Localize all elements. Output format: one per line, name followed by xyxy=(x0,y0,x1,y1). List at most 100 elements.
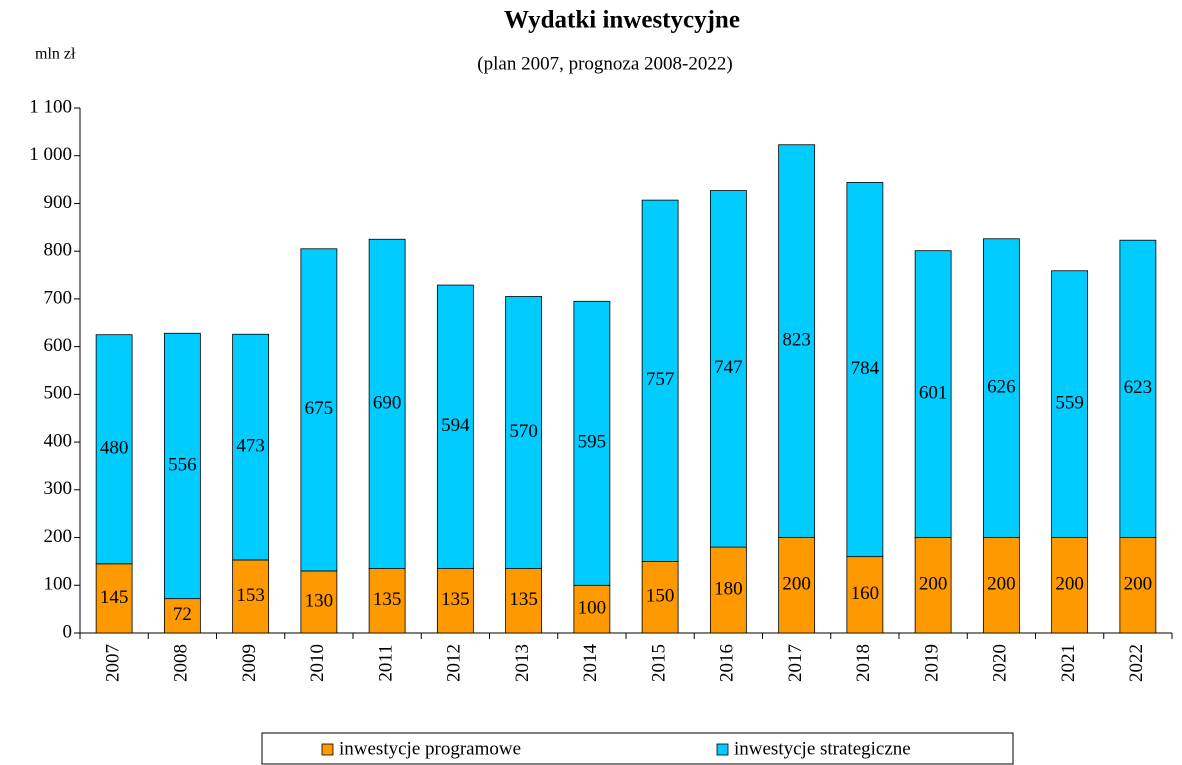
bar-segment xyxy=(505,296,543,569)
y-tick-label: 1 000 xyxy=(29,144,72,165)
bar-segment xyxy=(709,190,747,548)
bar-segment xyxy=(1051,270,1089,538)
legend-label: inwestycje programowe xyxy=(339,738,521,759)
bar-segment xyxy=(573,300,611,586)
data-label: 601 xyxy=(919,382,948,403)
bar-segment xyxy=(232,559,270,634)
bar-segment xyxy=(1051,537,1089,634)
y-tick-label: 500 xyxy=(44,383,73,404)
chart-subtitle: (plan 2007, prognoza 2008-2022) xyxy=(477,53,732,74)
x-tick-label: 2016 xyxy=(717,644,738,682)
data-label: 784 xyxy=(851,358,880,379)
bar-segment xyxy=(914,537,952,634)
legend-swatch xyxy=(716,743,729,756)
data-label: 623 xyxy=(1124,377,1153,398)
data-label: 200 xyxy=(987,574,1016,595)
data-label: 559 xyxy=(1055,393,1084,414)
y-axis-label: mln zł xyxy=(35,46,76,63)
data-label: 145 xyxy=(100,587,129,608)
bar-segment xyxy=(163,598,201,634)
bar-segment xyxy=(709,546,747,634)
bar-segment xyxy=(163,332,201,600)
x-tick-label: 2010 xyxy=(307,644,328,682)
x-tick-label: 2013 xyxy=(512,644,533,682)
y-tick-label: 1 100 xyxy=(29,96,72,117)
x-tick-label: 2021 xyxy=(1058,644,1079,682)
bar-segment xyxy=(1119,537,1157,634)
x-tick-label: 2018 xyxy=(853,644,874,682)
data-label: 480 xyxy=(100,438,129,459)
y-tick-label: 800 xyxy=(44,240,73,261)
x-tick-label: 2009 xyxy=(239,644,260,682)
bar-segment xyxy=(573,584,611,634)
x-tick-label: 2020 xyxy=(990,644,1011,682)
bar-segment xyxy=(846,556,884,634)
bar-segment xyxy=(232,333,270,561)
legend-label: inwestycje strategiczne xyxy=(734,738,911,759)
data-label: 135 xyxy=(509,589,538,610)
bar-segment xyxy=(300,570,338,634)
bar-segment xyxy=(982,238,1020,538)
x-tick-label: 2012 xyxy=(444,644,465,682)
data-label: 473 xyxy=(236,435,265,456)
chart-title: Wydatki inwestycyjne xyxy=(504,7,740,34)
data-label: 594 xyxy=(441,415,470,436)
x-tick-label: 2019 xyxy=(921,644,942,682)
bar-segment xyxy=(436,284,474,569)
bar-segment xyxy=(368,568,406,634)
y-tick-label: 400 xyxy=(44,430,73,451)
data-label: 757 xyxy=(646,369,675,390)
legend-box xyxy=(261,732,1014,765)
data-label: 160 xyxy=(851,583,880,604)
bar-segment xyxy=(1119,239,1157,538)
legend-swatch xyxy=(321,743,334,756)
bar-segment xyxy=(436,568,474,634)
data-label: 100 xyxy=(578,597,607,618)
bar-segment xyxy=(95,563,133,634)
bar-segment xyxy=(846,182,884,558)
x-tick-label: 2015 xyxy=(648,644,669,682)
data-label: 570 xyxy=(509,421,538,442)
bar-segment xyxy=(982,537,1020,634)
y-tick-label: 900 xyxy=(44,192,73,213)
y-tick-label: 700 xyxy=(44,287,73,308)
x-tick-label: 2017 xyxy=(785,644,806,682)
bar-segment xyxy=(641,199,679,562)
bar-segment xyxy=(914,250,952,538)
data-label: 556 xyxy=(168,454,197,475)
x-tick-label: 2011 xyxy=(375,644,396,681)
bar-segment xyxy=(95,334,133,565)
y-tick-label: 0 xyxy=(63,621,73,642)
y-tick-label: 300 xyxy=(44,478,73,499)
data-label: 675 xyxy=(305,398,334,419)
data-label: 200 xyxy=(919,574,948,595)
data-label: 135 xyxy=(441,589,470,610)
bar-segment xyxy=(641,561,679,634)
data-label: 153 xyxy=(236,585,265,606)
x-tick-label: 2008 xyxy=(171,644,192,682)
x-tick-label: 2007 xyxy=(102,644,123,682)
bar-segment xyxy=(368,238,406,569)
data-label: 747 xyxy=(714,357,743,378)
data-label: 626 xyxy=(987,377,1016,398)
data-label: 200 xyxy=(1124,574,1153,595)
bar-segment xyxy=(778,144,816,538)
data-label: 690 xyxy=(373,392,402,413)
data-label: 72 xyxy=(173,604,192,625)
x-tick-label: 2022 xyxy=(1126,644,1147,682)
y-tick-label: 600 xyxy=(44,335,73,356)
data-label: 150 xyxy=(646,586,675,607)
data-label: 595 xyxy=(578,432,607,453)
data-label: 200 xyxy=(1055,574,1084,595)
bar-segment xyxy=(778,537,816,634)
data-label: 823 xyxy=(782,330,811,351)
bar-segment xyxy=(300,248,338,572)
y-tick-label: 200 xyxy=(44,526,73,547)
data-label: 130 xyxy=(305,590,334,611)
data-label: 180 xyxy=(714,578,743,599)
data-label: 200 xyxy=(782,574,811,595)
data-label: 135 xyxy=(373,589,402,610)
x-tick-label: 2014 xyxy=(580,644,601,683)
y-tick-label: 100 xyxy=(44,574,73,595)
